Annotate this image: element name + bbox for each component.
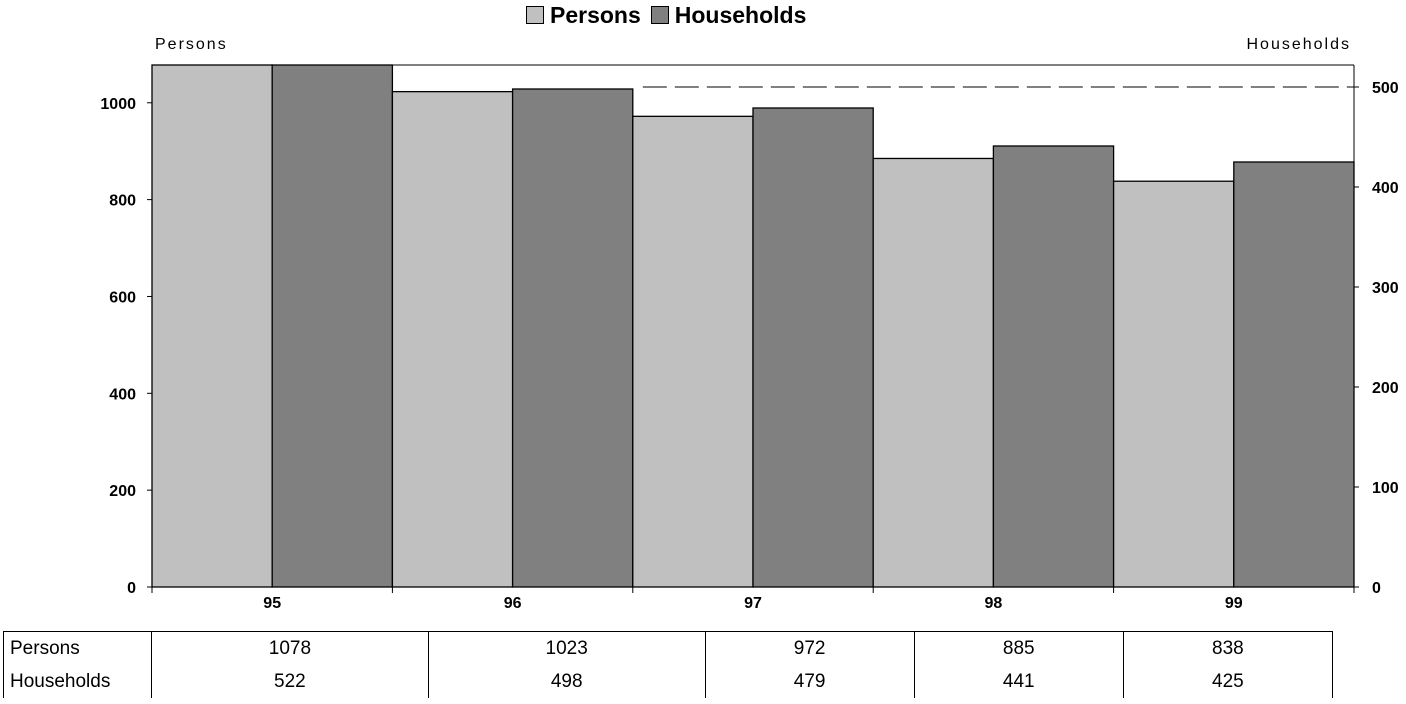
bar-households bbox=[271, 64, 394, 588]
bar-households bbox=[511, 88, 634, 588]
y2-tick-label: 300 bbox=[1372, 280, 1399, 297]
bar-persons bbox=[391, 90, 514, 588]
legend-swatch-households bbox=[650, 6, 669, 24]
table-row-label: Persons bbox=[3, 631, 152, 665]
table-cell: 522 bbox=[151, 665, 429, 698]
legend-label-households: Households bbox=[674, 1, 807, 28]
bar-persons bbox=[1112, 180, 1235, 588]
legend-item-persons: Persons bbox=[526, 2, 641, 29]
bar-households bbox=[1233, 161, 1355, 588]
bar-households bbox=[752, 107, 874, 588]
table-row: Households 522 498 479 441 425 bbox=[3, 665, 1334, 698]
x-tick-label: 97 bbox=[744, 595, 762, 612]
chart-legend: Persons Households bbox=[526, 2, 816, 28]
y-tick-label: 800 bbox=[109, 193, 136, 210]
right-axis-title: Households bbox=[1246, 36, 1351, 53]
table-cell: 1078 bbox=[151, 631, 429, 665]
y2-tick-label: 0 bbox=[1372, 580, 1381, 597]
table-cell: 479 bbox=[704, 665, 915, 698]
table-row-label: Households bbox=[3, 665, 152, 698]
y2-tick-label: 500 bbox=[1372, 80, 1399, 97]
table-cell: 425 bbox=[1122, 665, 1334, 698]
y-tick-label: 0 bbox=[127, 580, 136, 597]
x-tick-label: 96 bbox=[504, 595, 522, 612]
data-table: Persons 1078 1023 972 885 838 Households 522 498… bbox=[3, 631, 1334, 698]
table-row: Persons 1078 1023 972 885 838 bbox=[3, 631, 1334, 665]
y-tick-label: 200 bbox=[109, 483, 136, 500]
x-tick-label: 98 bbox=[985, 595, 1003, 612]
legend-item-households: Households bbox=[650, 1, 807, 29]
table-cell: 972 bbox=[704, 631, 915, 665]
y2-tick-label: 200 bbox=[1372, 380, 1399, 397]
table-cell: 441 bbox=[913, 665, 1124, 698]
y-tick-label: 400 bbox=[109, 386, 136, 403]
left-axis-title: Persons bbox=[155, 36, 228, 53]
table-cell: 1023 bbox=[427, 631, 706, 665]
x-tick-label: 99 bbox=[1225, 595, 1243, 612]
table-cell: 885 bbox=[913, 631, 1124, 665]
y2-tick-label: 100 bbox=[1372, 480, 1399, 497]
table-cell: 498 bbox=[427, 665, 706, 698]
bar-households bbox=[992, 145, 1115, 588]
table-cell: 838 bbox=[1122, 631, 1334, 665]
y2-tick-label: 400 bbox=[1372, 180, 1399, 197]
bar-persons bbox=[151, 64, 273, 588]
x-tick-label: 95 bbox=[263, 595, 281, 612]
legend-swatch-persons bbox=[526, 6, 544, 24]
y-tick-label: 1000 bbox=[100, 96, 136, 113]
bar-chart: 0 200 400 600 800 1000 0 100 200 300 400 500 95 96 97 9… bbox=[100, 64, 1399, 612]
bar-persons bbox=[872, 157, 995, 588]
y-tick-label: 600 bbox=[109, 289, 136, 306]
bar-persons bbox=[632, 115, 754, 588]
data-table-body: Persons 1078 1023 972 885 838 Households 522 498… bbox=[3, 631, 1334, 698]
legend-label-persons: Persons bbox=[550, 1, 641, 28]
